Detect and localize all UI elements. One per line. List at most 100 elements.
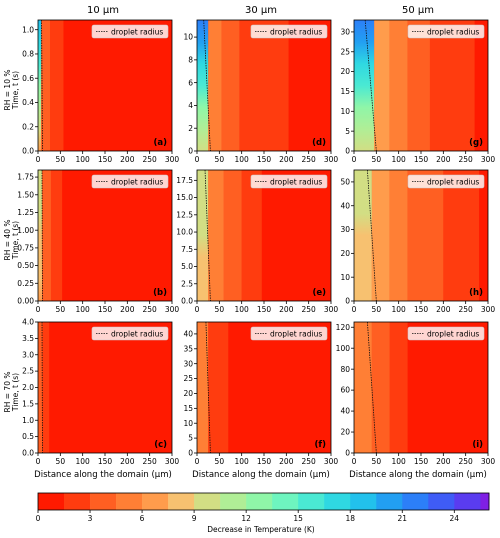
- x-tick-label: 50: [372, 457, 382, 466]
- x-tick-label: 50: [56, 457, 66, 466]
- y-tick-label: 15: [340, 87, 350, 96]
- x-tick-label: 250: [459, 155, 474, 164]
- x-tick-label: 0: [36, 305, 41, 314]
- column-title: 50 μm: [402, 5, 434, 16]
- x-tick-label: 300: [324, 457, 339, 466]
- contour-band: [407, 170, 444, 301]
- legend: droplet radius: [407, 24, 485, 39]
- contour-band: [223, 170, 242, 301]
- y-tick-label: 5.0: [181, 262, 193, 271]
- x-tick-label: 200: [436, 457, 451, 466]
- colorbar-segment: [142, 493, 169, 510]
- y-tick-label: 100: [336, 344, 351, 353]
- x-tick-label: 150: [257, 457, 272, 466]
- colorbar-segment: [116, 493, 143, 510]
- x-tick-label: 250: [143, 457, 158, 466]
- colorbar-segment: [220, 493, 247, 510]
- y-tick-label: 0.2: [22, 122, 34, 131]
- y-tick-label: 50: [340, 178, 350, 187]
- y-tick-label: 3.0: [22, 350, 34, 359]
- x-tick-label: 50: [372, 305, 382, 314]
- x-tick-label: 300: [165, 305, 180, 314]
- contour-band: [241, 170, 262, 301]
- column-titles: 10 μm 30 μm 50 μm: [87, 5, 434, 16]
- droplet-radius-line: [364, 20, 377, 151]
- panel-e: 0 50 100 150 200 250 300 0.0 2.5 5.0 7.5 10.0 12.5 15…: [176, 169, 339, 314]
- colorbar-segment: [90, 493, 117, 510]
- y-tick-label: 20: [183, 389, 193, 398]
- y-tick-label: 1.0: [22, 25, 34, 34]
- y-tick-label: 10.0: [176, 228, 193, 237]
- x-tick-label: 0: [36, 155, 41, 164]
- y-tick-label: 6: [188, 78, 193, 87]
- contour-band: [38, 170, 43, 301]
- x-tick-label: 50: [56, 155, 66, 164]
- x-tick-label: 150: [98, 305, 113, 314]
- legend: droplet radius: [91, 326, 169, 341]
- x-tick-label: 150: [257, 305, 272, 314]
- colorbar-tick-label: 3: [88, 514, 93, 523]
- y-tick-label: 4: [188, 101, 193, 110]
- legend-label: droplet radius: [111, 330, 163, 339]
- y-tick-label: 0: [345, 147, 350, 156]
- y-tick-label: 10: [183, 33, 193, 42]
- contour-band: [50, 170, 63, 301]
- x-tick-label: 250: [302, 457, 317, 466]
- contour-band: [371, 322, 390, 453]
- colorbar-segment: [64, 493, 91, 510]
- legend: droplet radius: [91, 174, 169, 189]
- x-tick-label: 300: [324, 305, 339, 314]
- contour-band: [221, 20, 240, 151]
- x-tick-label: 250: [302, 155, 317, 164]
- colorbar-tick-label: 12: [241, 514, 251, 523]
- y-tick-label: 10: [183, 419, 193, 428]
- contour-band: [354, 170, 372, 301]
- row-labels: RH = 10 % Time, t (s) RH = 40 % Time, t …: [3, 70, 20, 413]
- colorbar-segment: [194, 493, 221, 510]
- x-tick-label: 100: [392, 457, 407, 466]
- x-tick-label: 50: [56, 305, 66, 314]
- legend-label: droplet radius: [111, 178, 163, 187]
- x-tick-label: 100: [392, 305, 407, 314]
- y-tick-label: 0.4: [22, 98, 34, 107]
- y-tick-label: 20: [340, 428, 350, 437]
- y-tick-label: 30: [183, 359, 193, 368]
- column-title: 10 μm: [87, 5, 119, 16]
- x-tick-label: 100: [235, 457, 250, 466]
- y-tick-label: 1.75: [17, 173, 34, 182]
- x-tick-label: 200: [120, 457, 135, 466]
- contour-band: [208, 170, 224, 301]
- x-tick-label: 300: [165, 457, 180, 466]
- y-tick-label: 3.5: [22, 334, 34, 343]
- legend: droplet radius: [407, 326, 485, 341]
- x-tick-label: 250: [459, 305, 474, 314]
- x-tick-label: 100: [76, 155, 91, 164]
- panel-h: 0 50 100 150 200 250 300 0 10 20 30 40 50 droplet rad…: [340, 169, 495, 314]
- y-tick-label: 40: [340, 407, 350, 416]
- y-tick-label: 0.00: [17, 297, 34, 306]
- y-tick-label: 25: [340, 47, 350, 56]
- droplet-radius-line: [41, 20, 43, 151]
- contour-band: [374, 20, 390, 151]
- contour-band: [50, 20, 64, 151]
- droplet-radius-line: [367, 322, 377, 453]
- y-tick-label: 2.0: [22, 383, 34, 392]
- legend: droplet radius: [250, 24, 328, 39]
- y-tick-label: 2.5: [181, 279, 193, 288]
- legend-label: droplet radius: [427, 28, 479, 37]
- x-axis-label: Distance along the domain (μm): [349, 470, 487, 480]
- legend-box: [91, 326, 169, 341]
- droplet-radius-line: [204, 170, 211, 301]
- panel-i: 0 50 100 150 200 250 300 0 20 40 60 80 100 120 droplet…: [336, 321, 495, 466]
- colorbar-tick-label: 21: [397, 514, 407, 523]
- y-tick-label: 0.75: [17, 243, 34, 252]
- y-tick-label: 0.0: [22, 147, 34, 156]
- x-tick-label: 0: [195, 155, 200, 164]
- column-title: 30 μm: [245, 5, 277, 16]
- contour-band: [197, 20, 209, 151]
- x-tick-label: 300: [324, 155, 339, 164]
- colorbar-segment: [454, 493, 481, 510]
- colorbar-tick-label: 9: [192, 514, 197, 523]
- contour-band: [429, 20, 475, 151]
